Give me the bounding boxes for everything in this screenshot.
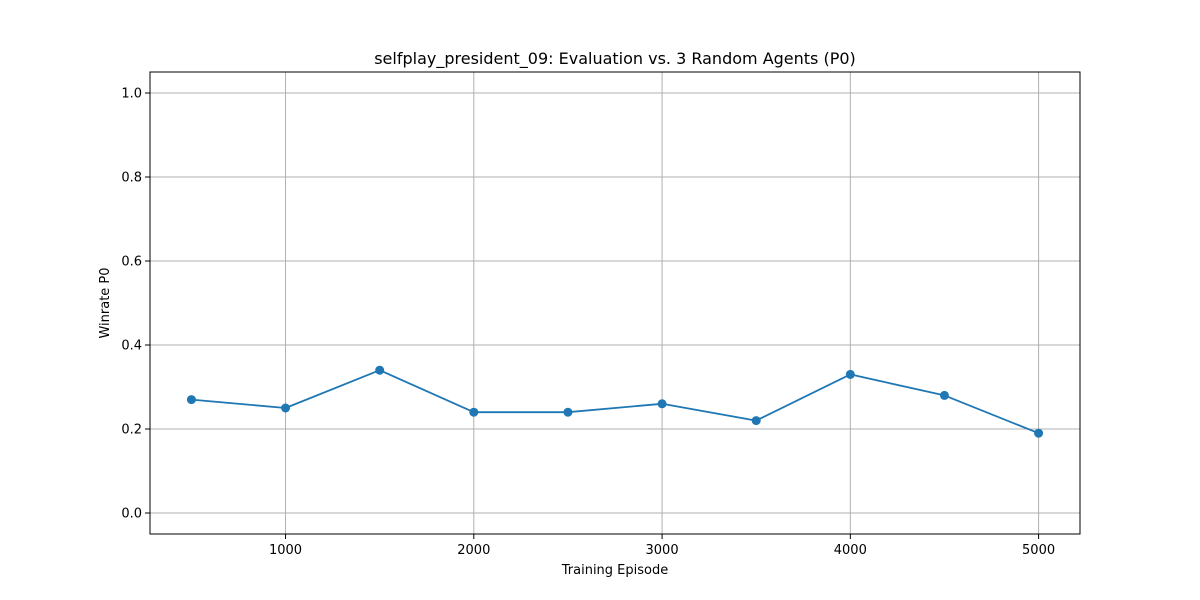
x-tick-label: 4000 xyxy=(834,543,867,558)
y-tick-label: 1.0 xyxy=(121,87,142,102)
data-point xyxy=(375,365,385,375)
data-point xyxy=(845,369,855,379)
plot-frame xyxy=(149,71,1081,535)
y-ticks: 0.0 0.2 0.4 0.6 0.8 1.0 xyxy=(121,87,150,522)
data-point xyxy=(469,407,479,417)
x-tick-label: 5000 xyxy=(1022,543,1055,558)
x-tick-label: 3000 xyxy=(646,543,679,558)
data-point xyxy=(1034,428,1044,438)
x-ticks: 1000 2000 3000 4000 5000 xyxy=(269,534,1055,558)
y-tick-label: 0.8 xyxy=(121,171,142,186)
data-point xyxy=(939,390,949,400)
x-axis-label: Training Episode xyxy=(561,563,668,578)
data-point xyxy=(751,416,761,426)
data-point xyxy=(563,407,573,417)
grid xyxy=(150,72,1080,534)
y-axis-label: Winrate P0 xyxy=(98,267,113,338)
chart-title: selfplay_president_09: Evaluation vs. 3 … xyxy=(374,49,856,69)
data-point xyxy=(281,403,291,413)
series-line xyxy=(191,369,1039,435)
data-point xyxy=(657,399,667,409)
y-tick-label: 0.0 xyxy=(121,507,142,522)
series-group xyxy=(186,365,1044,438)
y-tick-label: 0.2 xyxy=(121,423,142,438)
x-tick-label: 1000 xyxy=(269,543,302,558)
y-tick-label: 0.4 xyxy=(121,339,142,354)
data-point xyxy=(186,395,196,405)
y-tick-label: 0.6 xyxy=(121,255,142,270)
x-tick-label: 2000 xyxy=(457,543,490,558)
